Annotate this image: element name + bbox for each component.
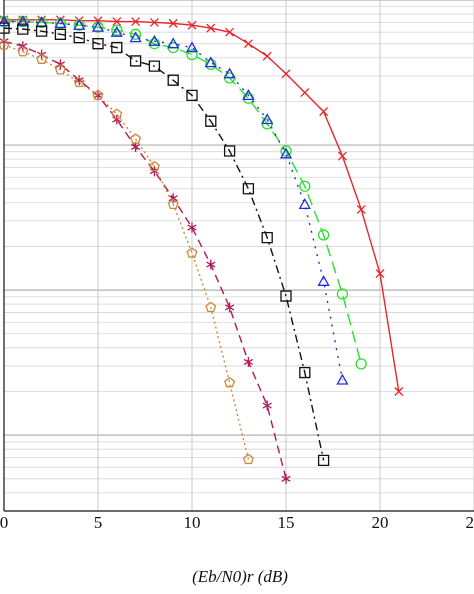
marker bbox=[281, 69, 291, 79]
marker bbox=[0, 22, 10, 34]
marker bbox=[149, 18, 159, 27]
marker bbox=[129, 31, 142, 43]
marker bbox=[93, 90, 103, 101]
marker bbox=[242, 89, 255, 101]
marker bbox=[111, 108, 123, 119]
marker bbox=[167, 198, 179, 210]
x-tick-label: 10 bbox=[184, 513, 201, 532]
marker bbox=[224, 376, 236, 388]
x-axis-label: (Eb/N0)r (dB) bbox=[192, 567, 288, 586]
marker bbox=[317, 454, 330, 467]
marker bbox=[223, 145, 236, 157]
marker bbox=[243, 39, 253, 49]
series-line bbox=[3, 44, 250, 460]
marker bbox=[205, 58, 217, 70]
marker bbox=[54, 28, 67, 40]
marker bbox=[54, 17, 67, 29]
marker bbox=[73, 32, 85, 44]
marker bbox=[92, 38, 104, 50]
marker bbox=[131, 17, 141, 27]
marker bbox=[336, 288, 349, 300]
x-tick-label: 20 bbox=[372, 513, 389, 532]
marker bbox=[73, 18, 86, 30]
marker bbox=[261, 231, 273, 244]
marker bbox=[0, 15, 11, 27]
marker bbox=[281, 473, 291, 484]
marker bbox=[35, 25, 48, 37]
marker bbox=[167, 37, 180, 49]
marker bbox=[206, 259, 216, 270]
marker bbox=[111, 24, 123, 36]
x-tick-label: 25 bbox=[466, 513, 474, 532]
x-tick-label: 5 bbox=[94, 513, 103, 532]
marker bbox=[36, 53, 48, 64]
marker bbox=[16, 15, 29, 27]
series-line bbox=[3, 40, 287, 479]
marker bbox=[54, 64, 66, 75]
marker bbox=[299, 366, 311, 379]
marker bbox=[225, 27, 235, 37]
marker bbox=[337, 151, 347, 161]
marker bbox=[206, 23, 216, 33]
series-line bbox=[4, 19, 400, 392]
marker bbox=[205, 301, 217, 313]
marker bbox=[185, 41, 199, 53]
marker bbox=[280, 290, 292, 302]
marker bbox=[130, 133, 142, 144]
marker bbox=[167, 74, 179, 86]
marker bbox=[356, 204, 366, 214]
marker bbox=[262, 51, 272, 61]
x-tick-label: 15 bbox=[278, 513, 295, 532]
marker bbox=[317, 274, 330, 286]
marker bbox=[73, 76, 85, 88]
series-line bbox=[4, 20, 344, 381]
marker bbox=[204, 56, 217, 68]
marker bbox=[112, 17, 122, 27]
marker bbox=[355, 358, 367, 370]
marker bbox=[110, 25, 123, 37]
marker bbox=[375, 269, 385, 279]
marker bbox=[262, 400, 272, 411]
marker bbox=[129, 55, 142, 67]
series-line bbox=[3, 27, 325, 461]
marker bbox=[111, 41, 123, 54]
marker bbox=[186, 89, 198, 102]
marker bbox=[242, 453, 254, 465]
marker bbox=[317, 229, 330, 241]
marker bbox=[91, 20, 105, 32]
marker bbox=[224, 302, 235, 313]
marker bbox=[336, 373, 349, 385]
marker bbox=[261, 113, 274, 125]
marker bbox=[298, 198, 311, 210]
marker bbox=[148, 60, 161, 72]
marker bbox=[168, 18, 178, 28]
marker bbox=[205, 115, 217, 127]
marker bbox=[92, 89, 104, 101]
marker bbox=[186, 49, 198, 61]
marker bbox=[299, 180, 311, 192]
marker bbox=[17, 23, 29, 35]
marker bbox=[0, 39, 10, 50]
marker bbox=[243, 356, 254, 367]
marker bbox=[187, 20, 197, 30]
marker bbox=[187, 222, 197, 233]
marker bbox=[319, 107, 329, 117]
marker bbox=[148, 34, 161, 46]
marker bbox=[279, 147, 293, 159]
marker bbox=[148, 160, 160, 172]
marker bbox=[0, 36, 9, 47]
marker bbox=[148, 38, 161, 50]
x-tick-label: 0 bbox=[0, 513, 8, 532]
marker bbox=[186, 247, 198, 258]
marker bbox=[300, 88, 310, 98]
marker bbox=[242, 183, 255, 195]
marker bbox=[223, 67, 236, 79]
marker bbox=[394, 387, 404, 396]
marker bbox=[17, 45, 29, 57]
